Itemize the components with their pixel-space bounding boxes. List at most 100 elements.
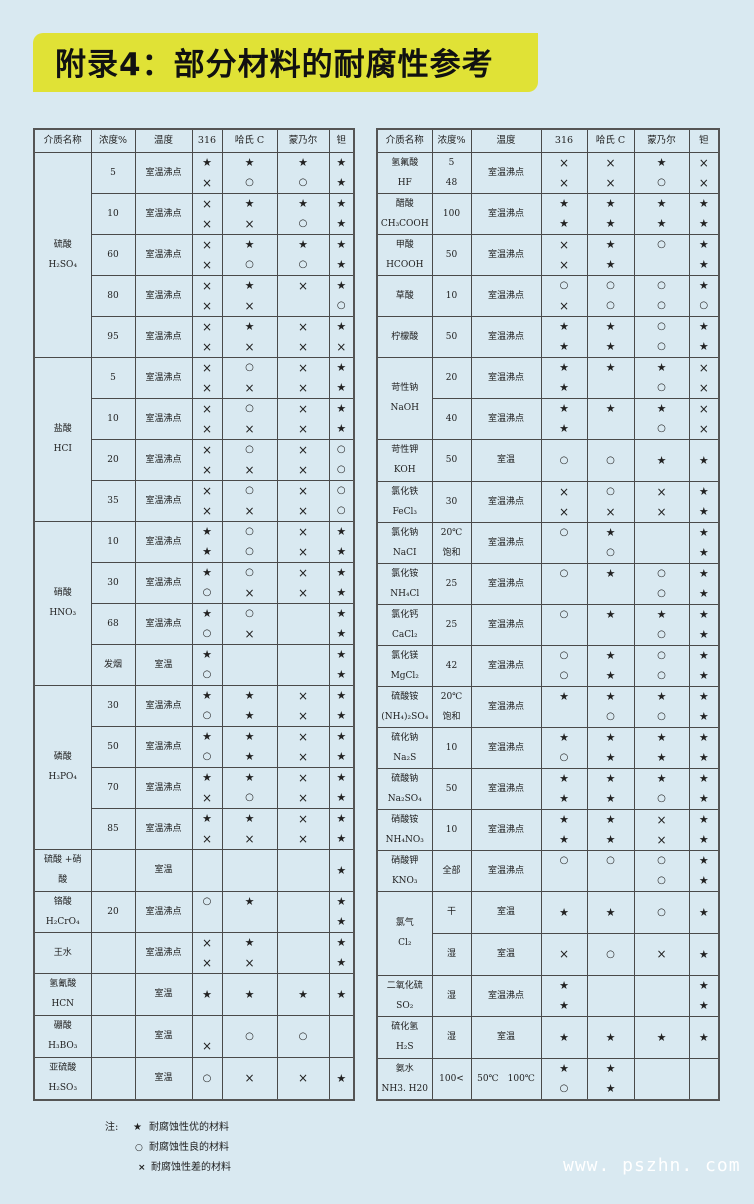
cross-icon: × xyxy=(297,565,309,580)
table-row: 氯化铵 NH₄Cl 25 室温沸点 ○ ★ ○ ○ ★ ★ xyxy=(376,562,720,605)
cell-monel: × × xyxy=(276,315,330,358)
star-icon: ★ xyxy=(605,668,616,682)
circle-icon: ○ xyxy=(657,381,666,393)
star-icon: ★ xyxy=(559,812,569,826)
medium-name-cell: 柠檬酸 xyxy=(376,315,433,358)
medium-name: 硫化钠 Na₂S xyxy=(378,728,431,767)
cross-icon: × xyxy=(297,1070,309,1085)
cell-316: ★ ★ xyxy=(540,192,588,235)
concentration-cell: 50 xyxy=(431,315,472,358)
temperature-cell: 室温沸点 xyxy=(470,849,542,892)
cell-hastelloy-c: ★ × xyxy=(221,192,278,235)
cell-monel xyxy=(276,890,330,933)
cross-icon: × xyxy=(297,811,309,826)
star-icon: ★ xyxy=(336,729,347,743)
medium-name-cell: 硫酸铵 (NH₄)₂SO₄ xyxy=(376,685,433,728)
star-icon: ★ xyxy=(698,873,709,887)
medium-name-line: H₂CrO₄ xyxy=(45,916,80,927)
cell-316: ★ ○ xyxy=(191,725,223,768)
medium-name: 醋酸 CH₃COOH xyxy=(378,194,431,233)
star-icon: ★ xyxy=(336,585,347,599)
cross-icon: × xyxy=(201,237,213,252)
cell-316: ★ ○ xyxy=(540,1057,588,1100)
empty-slot xyxy=(278,604,328,624)
circle-icon: ○ xyxy=(559,1082,569,1094)
star-icon: ★ xyxy=(605,1061,616,1075)
medium-name: 铬酸 H₂CrO₄ xyxy=(35,892,90,931)
star-icon: ★ xyxy=(336,914,347,928)
empty-slot xyxy=(542,543,586,563)
cell-hastelloy-c: ○ × xyxy=(221,602,278,645)
temperature-cell: 室温沸点 xyxy=(470,562,542,605)
star-icon: ★ xyxy=(559,1030,569,1044)
circle-icon: ○ xyxy=(245,607,254,619)
concentration-cell: 湿 xyxy=(431,974,472,1017)
cell-hastelloy-c: ○ × xyxy=(221,438,278,481)
medium-name-cell: 氯气 Cl₂ xyxy=(376,890,433,976)
cell-316: × × xyxy=(540,151,588,194)
circle-icon: ○ xyxy=(657,854,666,866)
circle-icon: ○ xyxy=(559,454,569,466)
star-icon: ★ xyxy=(336,606,347,620)
cell-tantalum: ★ ★ xyxy=(328,931,355,974)
star-icon: ★ xyxy=(336,380,347,394)
star-icon: ★ xyxy=(559,401,569,415)
star-icon: ★ xyxy=(698,750,709,764)
medium-name-cell: 硫酸 +硝酸 xyxy=(33,848,92,892)
star-icon: ★ xyxy=(244,708,255,722)
star-icon: ★ xyxy=(202,688,212,702)
star-icon: ★ xyxy=(336,175,347,189)
cell-tantalum: ★ ★ xyxy=(688,233,720,276)
medium-name-line: 酸 xyxy=(58,875,68,885)
medium-name-line: NH₄Cl xyxy=(390,588,420,599)
cell-monel: ★ ○ xyxy=(276,151,330,194)
concentration: 湿 xyxy=(433,1027,470,1047)
cell-tantalum: ★ ★ xyxy=(688,685,720,728)
cross-icon: × xyxy=(244,216,255,231)
star-icon: ★ xyxy=(336,196,347,210)
medium-name-line: 硝酸钾 xyxy=(391,855,419,866)
concentration-cell: 42 xyxy=(431,644,472,687)
cross-icon: × xyxy=(201,278,213,293)
cell-monel: × × xyxy=(276,356,330,399)
star-icon: ★ xyxy=(605,319,616,333)
star-icon: ★ xyxy=(698,978,709,992)
cell-tantalum: ★ xyxy=(688,1015,720,1059)
cell-hastelloy-c: ★ ○ xyxy=(586,685,635,728)
cell-316: × × xyxy=(191,233,223,276)
circle-icon: ○ xyxy=(657,669,666,681)
cell-hastelloy-c: ★ xyxy=(586,397,635,440)
corrosion-table-left: 介质名称 浓度% 温度 316 哈氏 C 蒙乃尔 钽 硫酸 H₂SO₄ 5 室温沸点 ★… xyxy=(33,128,355,1101)
star-icon: ★ xyxy=(605,566,616,580)
cell-hastelloy-c: ○ xyxy=(586,438,635,482)
star-icon: ★ xyxy=(202,544,212,558)
cell-316: ★ xyxy=(540,685,588,728)
table-row: 氯化镁 MgCl₂ 42 室温沸点 ○ ○ ★ ★ ○ ○ ★ ★ xyxy=(376,644,720,687)
temperature-cell: 室温沸点 xyxy=(470,151,542,194)
cross-icon: × xyxy=(558,504,570,519)
star-icon: ★ xyxy=(605,771,616,785)
concentration: 30 xyxy=(92,573,134,593)
concentration-cell: 25 xyxy=(431,603,472,646)
cell-316: × × xyxy=(191,438,223,481)
circle-icon: ○ xyxy=(202,586,212,598)
temperature-cell: 室温沸点 xyxy=(134,274,193,317)
cell-monel: × × xyxy=(276,438,330,481)
medium-name-cell: 磷酸 H₃PO₄ xyxy=(33,684,92,850)
concentration-cell xyxy=(90,972,136,1016)
medium-name: 硫酸 +硝酸 xyxy=(35,850,90,890)
cell-tantalum: ★ ★ xyxy=(688,974,720,1017)
cross-icon: × xyxy=(201,298,213,313)
medium-name-cell: 硝酸 HNO₃ xyxy=(33,520,92,686)
medium-name-cell: 醋酸 CH₃COOH xyxy=(376,192,433,235)
cell-monel: ★ ○ xyxy=(633,603,690,646)
circle-icon: ○ xyxy=(245,443,254,455)
concentration-line: 25 xyxy=(445,578,458,589)
medium-name-cell: 铬酸 H₂CrO₄ xyxy=(33,890,92,933)
concentration-line: 20 xyxy=(107,454,119,465)
medium-name: 苛性钠 NaOH xyxy=(378,378,431,418)
star-icon: ★ xyxy=(698,771,709,785)
concentration-line: 68 xyxy=(107,618,119,629)
medium-name-cell: 二氧化硫 SO₂ xyxy=(376,974,433,1017)
cell-tantalum: ★ ○ xyxy=(688,274,720,317)
